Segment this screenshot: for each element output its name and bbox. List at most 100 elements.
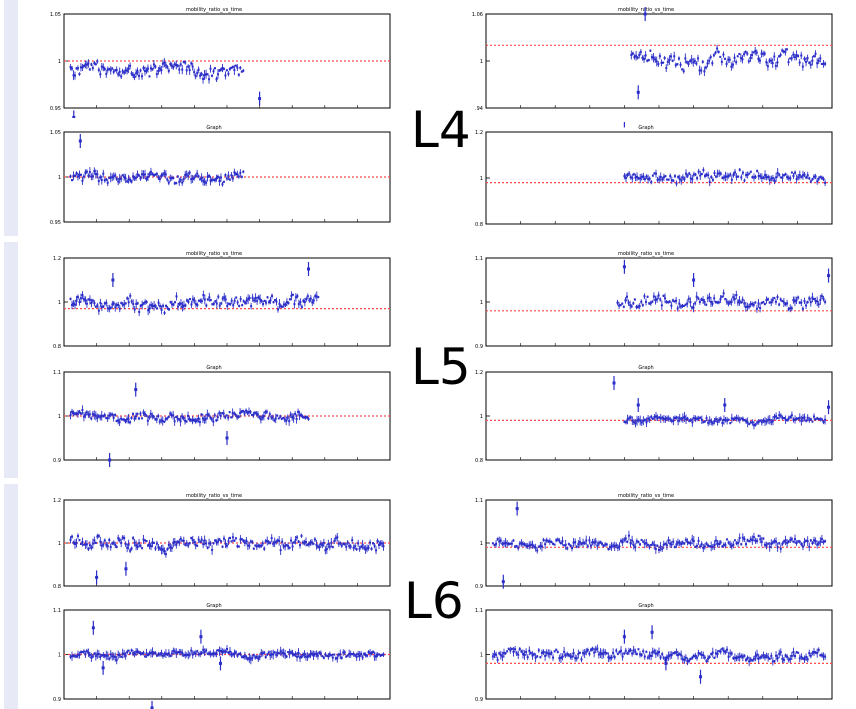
data-point: [265, 410, 268, 413]
data-point: [697, 170, 700, 173]
data-point: [692, 539, 695, 542]
data-point: [773, 415, 776, 418]
data-point: [721, 176, 724, 179]
data-point: [716, 172, 719, 175]
data-point: [360, 545, 363, 548]
data-point: [771, 177, 774, 180]
data-point: [743, 179, 746, 182]
data-point: [649, 302, 652, 305]
data-point: [718, 542, 721, 545]
data-point: [298, 414, 301, 417]
data-point: [160, 69, 163, 72]
data-point: [288, 420, 291, 423]
data-point: [741, 58, 744, 61]
data-point: [102, 653, 105, 656]
data-point: [748, 305, 751, 308]
data-point: [721, 295, 724, 298]
data-point: [275, 300, 278, 303]
data-point: [96, 173, 99, 176]
data-point: [196, 544, 199, 547]
data-point: [723, 403, 727, 407]
data-point: [781, 542, 784, 545]
plot-panel: Graph 1.2 1 0.8: [446, 362, 846, 470]
data-point: [78, 139, 82, 143]
data-point: [73, 174, 76, 177]
data-point: [760, 655, 763, 658]
data-point: [656, 544, 659, 547]
data-point: [91, 67, 94, 70]
data-point: [139, 177, 142, 180]
y-tick-label: 1: [58, 59, 61, 65]
data-point: [718, 419, 721, 422]
plot-panel: mobility_ratio_vs_time 1.1 1 0.9: [446, 248, 846, 356]
data-point: [215, 78, 218, 81]
data-point: [161, 173, 164, 176]
data-point: [819, 654, 822, 657]
data-point: [297, 651, 300, 654]
data-point: [139, 412, 142, 415]
data-point: [99, 73, 102, 76]
data-point: [111, 413, 114, 416]
data-point: [363, 652, 366, 655]
data-point: [103, 302, 106, 305]
plot-panel: Graph 1.1 1 0.9: [24, 362, 404, 470]
data-point: [623, 652, 626, 655]
data-point: [158, 420, 161, 423]
data-point: [736, 55, 739, 58]
data-point: [120, 75, 123, 78]
data-point: [817, 59, 820, 62]
data-point: [658, 416, 661, 419]
data-point: [224, 416, 227, 419]
data-point: [182, 654, 185, 657]
data-point: [645, 541, 648, 544]
data-point: [84, 171, 87, 174]
data-point: [154, 547, 157, 550]
data-point: [773, 297, 776, 300]
data-point: [188, 653, 191, 656]
data-point: [740, 176, 743, 179]
data-point: [607, 548, 610, 551]
data-point: [82, 65, 85, 68]
data-point: [111, 278, 115, 282]
data-point: [158, 177, 161, 180]
data-point: [638, 305, 641, 308]
data-point: [75, 655, 78, 658]
data-point: [163, 172, 166, 175]
data-point: [69, 297, 72, 300]
data-point: [142, 411, 145, 414]
data-point: [169, 546, 172, 549]
data-point: [95, 575, 99, 579]
data-point: [209, 299, 212, 302]
data-point: [664, 661, 668, 665]
data-point: [121, 418, 124, 421]
data-point: [72, 174, 75, 177]
data-point: [673, 175, 676, 178]
plot-title: mobility_ratio_vs_time: [618, 251, 674, 257]
data-point: [103, 414, 106, 417]
data-point: [84, 653, 87, 656]
data-point: [674, 64, 677, 67]
data-point: [79, 542, 82, 545]
data-point: [787, 308, 790, 311]
data-point: [797, 540, 800, 543]
data-point: [653, 544, 656, 547]
data-point: [726, 175, 729, 178]
data-point: [784, 173, 787, 176]
data-point: [795, 542, 798, 545]
data-point: [694, 417, 697, 420]
data-point: [108, 657, 111, 660]
data-point: [160, 548, 163, 551]
data-point: [94, 414, 97, 417]
data-point: [602, 652, 605, 655]
data-point: [84, 299, 87, 302]
data-point: [224, 298, 227, 301]
data-point: [805, 539, 808, 542]
data-point: [93, 170, 96, 173]
data-point: [693, 59, 696, 62]
data-point: [789, 177, 792, 180]
data-point: [308, 299, 311, 302]
data-point: [251, 656, 254, 659]
data-point: [199, 74, 202, 77]
data-point: [585, 539, 588, 542]
data-point: [267, 541, 270, 544]
